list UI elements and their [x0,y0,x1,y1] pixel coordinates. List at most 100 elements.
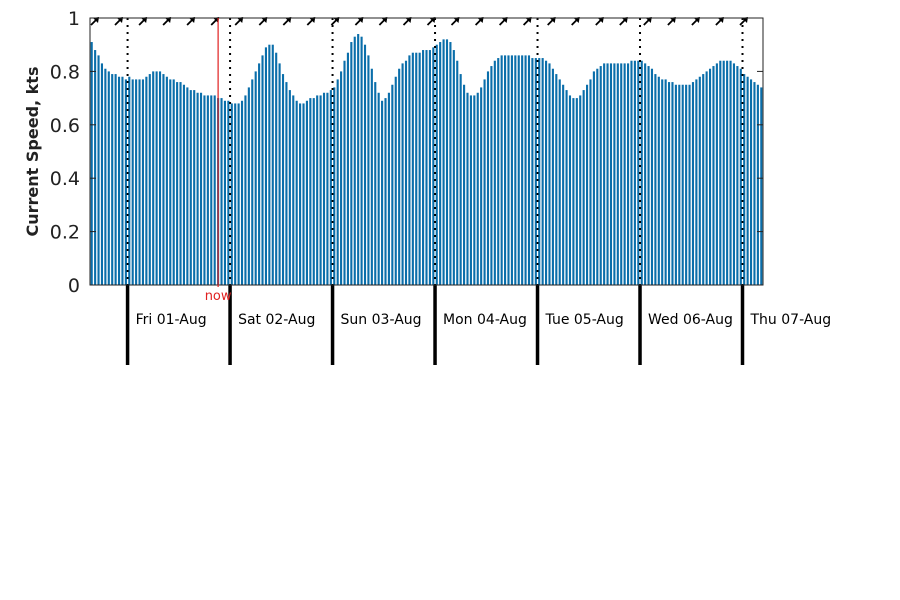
bar [367,55,370,285]
bar [145,76,148,286]
bar [647,66,650,285]
bar [493,60,496,285]
bar [630,60,633,285]
bar [370,68,373,285]
bar [572,98,575,285]
bar [285,82,288,285]
bar [220,98,223,285]
bar [497,58,500,285]
bar [671,82,674,285]
day-label: Wed 06-Aug [648,312,733,328]
bar [165,76,168,286]
bar [404,60,408,285]
now-label: now [205,289,232,304]
bar [452,50,455,285]
bar [685,84,688,285]
bar [288,90,291,285]
plot-frame [89,17,764,286]
bar [521,55,524,285]
bar [514,55,517,285]
bar [637,60,640,285]
bar [275,52,278,286]
y-axis: 0 0.2 0.4 0.6 0.8 1 [50,8,763,297]
bar [435,44,438,286]
bar [469,95,472,286]
day-label: Sun 03-Aug [341,312,422,328]
bar [155,71,158,286]
bar [678,84,681,285]
bar [739,68,742,285]
bar [152,71,155,286]
bar [158,71,162,286]
bar [473,95,476,286]
bar [360,36,363,285]
bar [698,76,701,286]
bar [97,55,100,285]
bar [206,95,209,286]
bar [254,71,257,286]
bar [627,63,630,285]
bar [695,79,698,285]
bar [422,50,425,285]
bar [387,92,390,285]
bar [261,55,264,285]
day-label: Thu 07-Aug [750,312,832,328]
bar [445,39,449,285]
bar [340,71,343,286]
bar [357,34,360,285]
bar [394,76,397,286]
bar [90,42,93,285]
y-tick-label: 0 [68,275,80,297]
bar [551,68,554,285]
bar [292,95,295,286]
bar [117,76,121,286]
bar [210,95,213,286]
bar [729,60,732,285]
bar [555,74,558,285]
bar [500,55,503,285]
bar [743,74,746,285]
bar [350,42,353,285]
bar [213,95,216,286]
bar [271,44,274,286]
bar [531,58,534,285]
bar [114,74,117,285]
bar [708,68,712,285]
bar [258,63,261,285]
bar [466,92,469,285]
bar [234,103,237,285]
bar [507,55,510,285]
y-tick-label: 1 [68,8,80,30]
bar [268,44,271,286]
bar [575,98,578,285]
bar [401,63,404,285]
bar [586,84,589,285]
bar [182,84,186,285]
bar [596,68,599,285]
bar [705,71,708,286]
bar [592,71,595,286]
bar [326,92,329,285]
bar [753,82,756,285]
bar [688,84,691,285]
bar [486,71,490,286]
bar [702,74,705,285]
bar [746,76,749,286]
bar [343,60,346,285]
bar [353,36,356,285]
bar [398,68,401,285]
bar [179,82,182,285]
bar [732,63,736,285]
bar [439,42,442,285]
bar [281,74,285,285]
bar [650,68,654,285]
bar [691,82,695,285]
day-label: Fri 01-Aug [136,312,207,328]
bar [719,60,722,285]
bar [603,63,606,285]
bar [568,95,572,286]
bar [299,103,302,285]
bar [169,79,172,285]
bar [138,79,141,285]
bar [654,74,657,285]
